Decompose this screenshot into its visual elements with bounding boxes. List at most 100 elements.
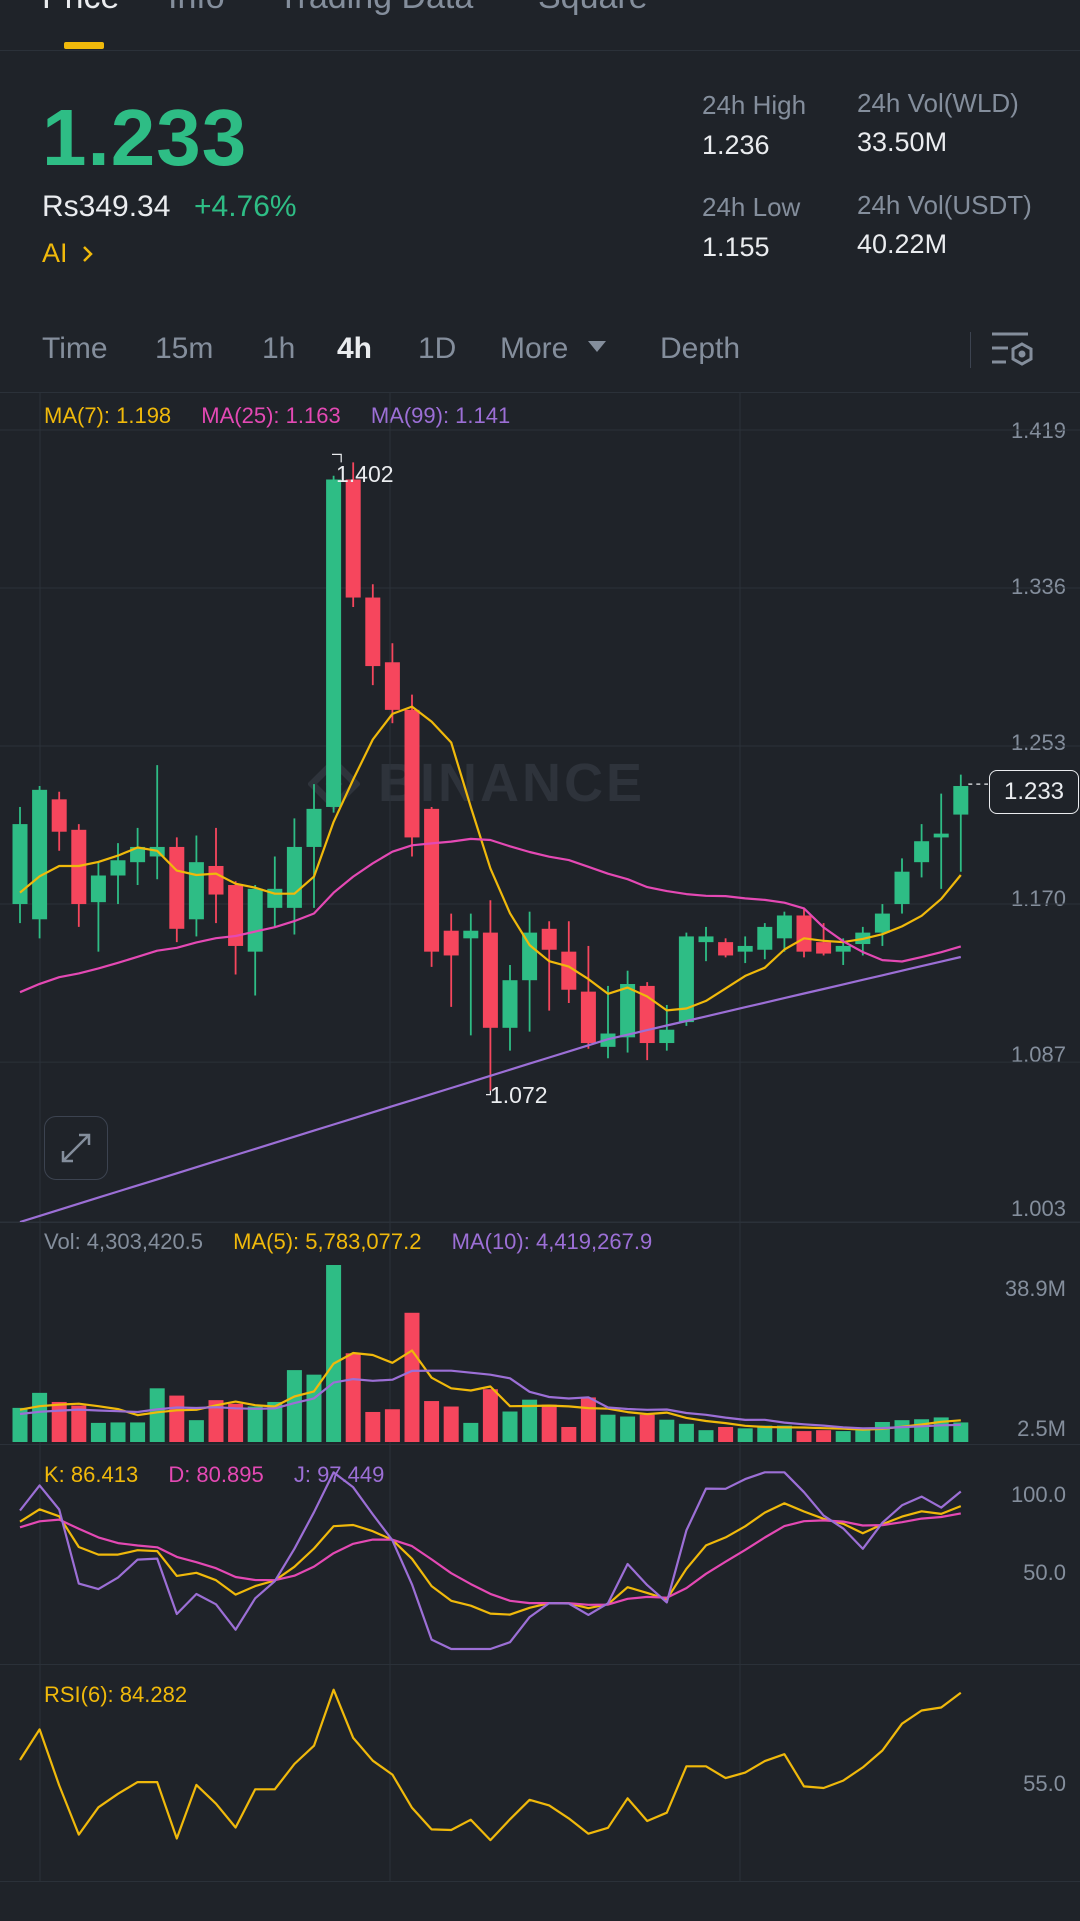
candle-body xyxy=(247,888,263,952)
ma7-legend: MA(7): 1.198 xyxy=(44,403,172,428)
candle-body xyxy=(110,860,126,876)
candle-body xyxy=(502,980,518,1028)
rsi-line xyxy=(19,1688,962,1842)
more-intervals-dropdown[interactable]: More xyxy=(500,332,607,366)
high-price-marker: 1.402 xyxy=(336,461,394,487)
rsi-y-tick: 55.0 xyxy=(1023,1771,1066,1796)
more-label: More xyxy=(500,332,569,365)
volume-bar xyxy=(51,1401,67,1442)
volume-bar xyxy=(169,1395,185,1442)
kdj-y-tick: 50.0 xyxy=(1023,1560,1066,1585)
candle-body xyxy=(169,846,185,929)
volume-bar xyxy=(482,1389,498,1442)
tab-trading-data[interactable]: Trading Data xyxy=(278,0,473,17)
candle-body xyxy=(306,808,322,847)
candle-body xyxy=(208,865,224,895)
volume-bar xyxy=(424,1401,440,1442)
volume-bar xyxy=(914,1419,930,1442)
rsi-divider xyxy=(0,1664,1080,1665)
candle-body xyxy=(541,928,557,950)
candle-body xyxy=(835,945,851,952)
tab-price[interactable]: Price xyxy=(42,0,119,17)
candle-body xyxy=(678,936,694,1023)
interval-15m[interactable]: 15m xyxy=(155,332,214,365)
kdj-y-tick: 100.0 xyxy=(1010,1482,1066,1507)
volume-bar xyxy=(894,1420,910,1442)
candle-body xyxy=(914,841,930,863)
ma-legend: MA(7): 1.198 MA(25): 1.163 MA(99): 1.141 xyxy=(44,403,510,429)
ma99-legend: MA(99): 1.141 xyxy=(370,403,511,428)
volume-bar xyxy=(874,1421,890,1442)
tab-info[interactable]: Info xyxy=(168,0,225,17)
y-tick: 1.087 xyxy=(1010,1042,1066,1067)
candle-body xyxy=(580,991,596,1044)
candle-body xyxy=(32,789,48,920)
top-tab-bar: Price Info Trading Data Square xyxy=(0,0,1080,51)
candle-body xyxy=(874,913,890,933)
candlestick-chart[interactable] xyxy=(0,392,1080,1222)
candle-body xyxy=(561,951,577,990)
candle-body xyxy=(953,786,969,815)
volume-bar xyxy=(835,1431,851,1442)
volume-bar xyxy=(247,1406,263,1442)
price-change-percent: +4.76% xyxy=(194,190,297,223)
candle-body xyxy=(326,479,342,807)
volume-bar xyxy=(776,1425,792,1442)
chart-bottom-divider xyxy=(0,1881,1080,1882)
toolbar-divider xyxy=(970,332,971,368)
kdj-k-legend: K: 86.413 xyxy=(44,1462,139,1487)
chart-settings-icon[interactable] xyxy=(988,328,1036,372)
tab-square[interactable]: Square xyxy=(538,0,648,17)
kdj-d-legend: D: 80.895 xyxy=(168,1462,264,1487)
ma25-line xyxy=(19,837,962,994)
kdj-k-line xyxy=(19,1502,962,1616)
kdj-j-legend: J: 97.449 xyxy=(293,1462,385,1487)
volume-ma5-line xyxy=(19,1349,961,1431)
volume-bar xyxy=(620,1416,636,1442)
fullscreen-button[interactable] xyxy=(44,1116,108,1180)
volume-bar xyxy=(502,1411,518,1442)
y-tick: 1.336 xyxy=(1010,574,1066,599)
candle-body xyxy=(365,597,381,667)
low-marker-line xyxy=(486,1090,491,1096)
last-price: 1.233 xyxy=(42,93,248,182)
tab-depth[interactable]: Depth xyxy=(660,332,741,365)
volume-bar xyxy=(228,1403,244,1442)
volume-bar xyxy=(149,1388,165,1442)
volume-bar xyxy=(757,1425,773,1442)
volume-bar xyxy=(718,1426,734,1442)
ai-link[interactable]: AI xyxy=(42,238,95,269)
current-price-tag[interactable]: 1.233 xyxy=(989,770,1079,814)
vol-ma10-legend: MA(10): 4,419,267.9 xyxy=(451,1229,653,1254)
volume-bar xyxy=(953,1422,969,1442)
volume-bar xyxy=(855,1430,871,1442)
interval-4h[interactable]: 4h xyxy=(337,332,373,365)
ma25-legend: MA(25): 1.163 xyxy=(201,403,341,428)
interval-1d[interactable]: 1D xyxy=(418,332,457,365)
low-price-marker: 1.072 xyxy=(490,1082,548,1108)
volume-y-tick: 38.9M xyxy=(1004,1276,1066,1301)
candle-body xyxy=(286,846,302,908)
kdj-j-line xyxy=(19,1471,962,1651)
candle-body xyxy=(816,942,832,954)
vol-base-label: 24h Vol(WLD) xyxy=(857,88,1019,118)
volume-bar xyxy=(90,1422,106,1442)
interval-time[interactable]: Time xyxy=(42,332,108,365)
volume-bar xyxy=(463,1422,479,1442)
volume-bar xyxy=(639,1414,655,1442)
volume-bar xyxy=(32,1392,48,1442)
volume-bar xyxy=(326,1265,342,1442)
vol-quote-label: 24h Vol(USDT) xyxy=(857,190,1032,220)
kdj-d-line xyxy=(19,1512,961,1606)
kdj-chart xyxy=(19,1444,962,1664)
interval-1h[interactable]: 1h xyxy=(262,332,296,365)
candle-body xyxy=(12,824,28,905)
rsi-chart xyxy=(19,1664,962,1881)
volume-bar xyxy=(933,1417,949,1442)
candle-body xyxy=(522,932,538,981)
volume-bar xyxy=(737,1428,753,1442)
candle-body xyxy=(482,932,498,1028)
candle-body xyxy=(384,662,400,710)
volume-bar xyxy=(286,1370,302,1442)
volume-ma10-line xyxy=(19,1369,961,1430)
